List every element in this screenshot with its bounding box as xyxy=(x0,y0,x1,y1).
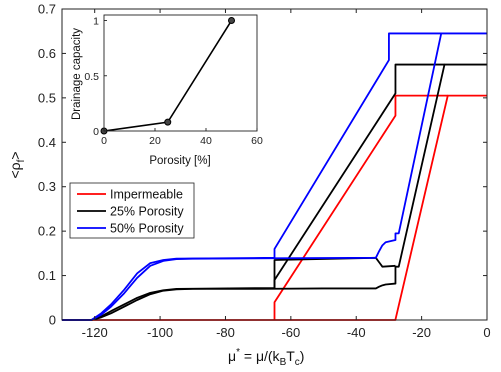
ylabel-close: > xyxy=(7,151,23,159)
inset-x-tick-label: 0 xyxy=(101,135,107,147)
inset-plot-area xyxy=(104,15,257,131)
y-tick-label: 0.5 xyxy=(38,90,56,105)
inset-x-ticks: 0 20 40 60 xyxy=(101,128,263,147)
xlabel-close: ) xyxy=(300,348,305,364)
xlabel-star: * xyxy=(236,347,240,358)
y-tick-label: 0.6 xyxy=(38,46,56,61)
y-tick-label: 0.3 xyxy=(38,179,56,194)
inset-plot: 0 20 40 60 00.51 Porosity [%] Drainage capa… xyxy=(71,14,263,167)
y-tick-label: 0.1 xyxy=(38,268,56,283)
x-tick-label: -100 xyxy=(147,325,173,340)
inset-x-tick-label: 40 xyxy=(200,135,212,147)
inset-y-ticks: 00.51 xyxy=(84,16,107,138)
inset-y-tick-label: 0.5 xyxy=(84,71,99,83)
ylabel-open: <ρ xyxy=(7,162,23,178)
main-y-ticks: 0 0.1 0.2 0.3 0.4 0.5 0.6 0.7 xyxy=(38,2,487,328)
inset-y-tick-label: 1 xyxy=(93,16,99,28)
y-tick-label: 0.7 xyxy=(38,2,56,17)
xlabel-sub-c: c xyxy=(295,357,300,368)
inset-x-axis-label: Porosity [%] xyxy=(149,155,210,167)
legend-label-impermeable: Impermeable xyxy=(110,188,183,202)
series-50-porosity-branch-2 xyxy=(90,32,442,321)
xlabel-mid: = μ/(k xyxy=(240,348,281,364)
main-y-axis-label: <ρf> xyxy=(7,151,27,178)
svg-text:μ* = μ/(kBTc): μ* = μ/(kBTc) xyxy=(228,347,304,368)
y-tick-label: 0 xyxy=(49,313,56,328)
main-x-axis-label: μ* = μ/(kBTc) xyxy=(228,347,304,368)
series-25-porosity-branch-3 xyxy=(273,256,396,289)
legend-label-25-porosity: 25% Porosity xyxy=(110,205,184,219)
series-25-porosity-branch-2 xyxy=(91,63,445,321)
x-tick-label: -120 xyxy=(82,325,108,340)
main-plot-frame xyxy=(61,8,488,321)
inset-data-point xyxy=(228,17,235,25)
legend-label-50-porosity: 50% Porosity xyxy=(110,222,184,236)
series-impermeable-branch-2 xyxy=(273,94,448,320)
x-tick-label: -80 xyxy=(216,325,235,340)
y-tick-label: 0.4 xyxy=(38,135,56,150)
x-tick-label: -20 xyxy=(412,325,431,340)
inset-y-tick-label: 0 xyxy=(93,126,99,138)
xlabel-mu: μ xyxy=(228,348,236,364)
x-tick-label: -40 xyxy=(347,325,366,340)
inset-x-tick-label: 60 xyxy=(251,135,263,147)
xlabel-t: T xyxy=(286,348,295,364)
main-x-ticks: -120 -100 -80 -60 -40 -20 0 xyxy=(82,9,491,340)
legend: Impermeable 25% Porosity 50% Porosity xyxy=(69,182,195,239)
inset-y-axis-label: Drainage capacity xyxy=(71,28,83,120)
inset-plot-frame xyxy=(103,14,258,132)
xlabel-sub-b: B xyxy=(280,357,287,368)
y-tick-label: 0.2 xyxy=(38,224,56,239)
inset-data-point xyxy=(164,118,172,126)
x-tick-label: -60 xyxy=(281,325,300,340)
inset-x-tick-label: 20 xyxy=(149,135,161,147)
svg-text:<ρf>: <ρf> xyxy=(7,151,27,178)
ylabel-sub-f: f xyxy=(16,159,27,162)
x-tick-label: 0 xyxy=(483,325,490,340)
